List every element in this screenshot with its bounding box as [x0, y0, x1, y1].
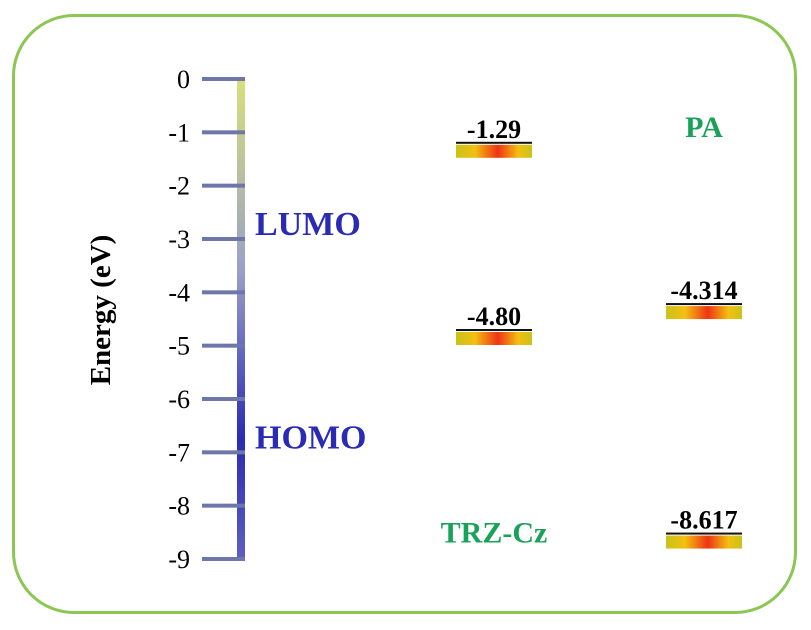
axis-tick — [202, 450, 245, 455]
energy-level-bar — [456, 332, 532, 345]
axis-tick — [202, 290, 245, 295]
energy-level-value: -1.29 — [467, 115, 521, 144]
axis-tick — [202, 237, 245, 241]
energy-level-value: -4.314 — [670, 276, 737, 305]
molecule-label: TRZ-Cz — [441, 516, 548, 549]
axis-tick — [202, 77, 245, 81]
axis-tick-label: -2 — [168, 172, 190, 201]
molecule-label: PA — [685, 111, 723, 144]
energy-level-underline — [666, 532, 742, 535]
axis-tick-label: -5 — [168, 332, 190, 361]
axis-tick-label: -6 — [168, 385, 190, 414]
axis-tick — [202, 557, 245, 561]
axis-tick — [202, 503, 245, 508]
axis-tick — [202, 397, 245, 401]
axis-tick — [202, 343, 245, 348]
axis-tick-label: -4 — [168, 278, 190, 307]
y-axis-label: Energy (eV) — [85, 235, 117, 386]
axis-tick — [202, 183, 245, 188]
homo-label: HOMO — [255, 419, 366, 456]
energy-level-bar — [456, 144, 532, 158]
axis-tick-label: -9 — [168, 545, 190, 574]
axis-tick — [202, 130, 245, 135]
energy-level-underline — [456, 329, 532, 331]
axis-tick-label: -3 — [168, 225, 190, 254]
energy-level-bar — [666, 306, 742, 320]
axis-tick-label: -1 — [168, 118, 190, 147]
axis-tick-label: -8 — [168, 492, 190, 521]
axis-tick-label: -7 — [168, 438, 190, 467]
energy-axis — [237, 77, 245, 561]
energy-level-value: -4.80 — [467, 302, 521, 331]
energy-level-bar — [666, 535, 742, 549]
energy-level-value: -8.617 — [670, 506, 737, 535]
diagram-frame — [12, 14, 797, 614]
axis-tick-label: 0 — [177, 65, 190, 94]
energy-level-underline — [456, 141, 532, 144]
energy-level-underline — [666, 303, 742, 306]
lumo-label: LUMO — [255, 206, 361, 243]
